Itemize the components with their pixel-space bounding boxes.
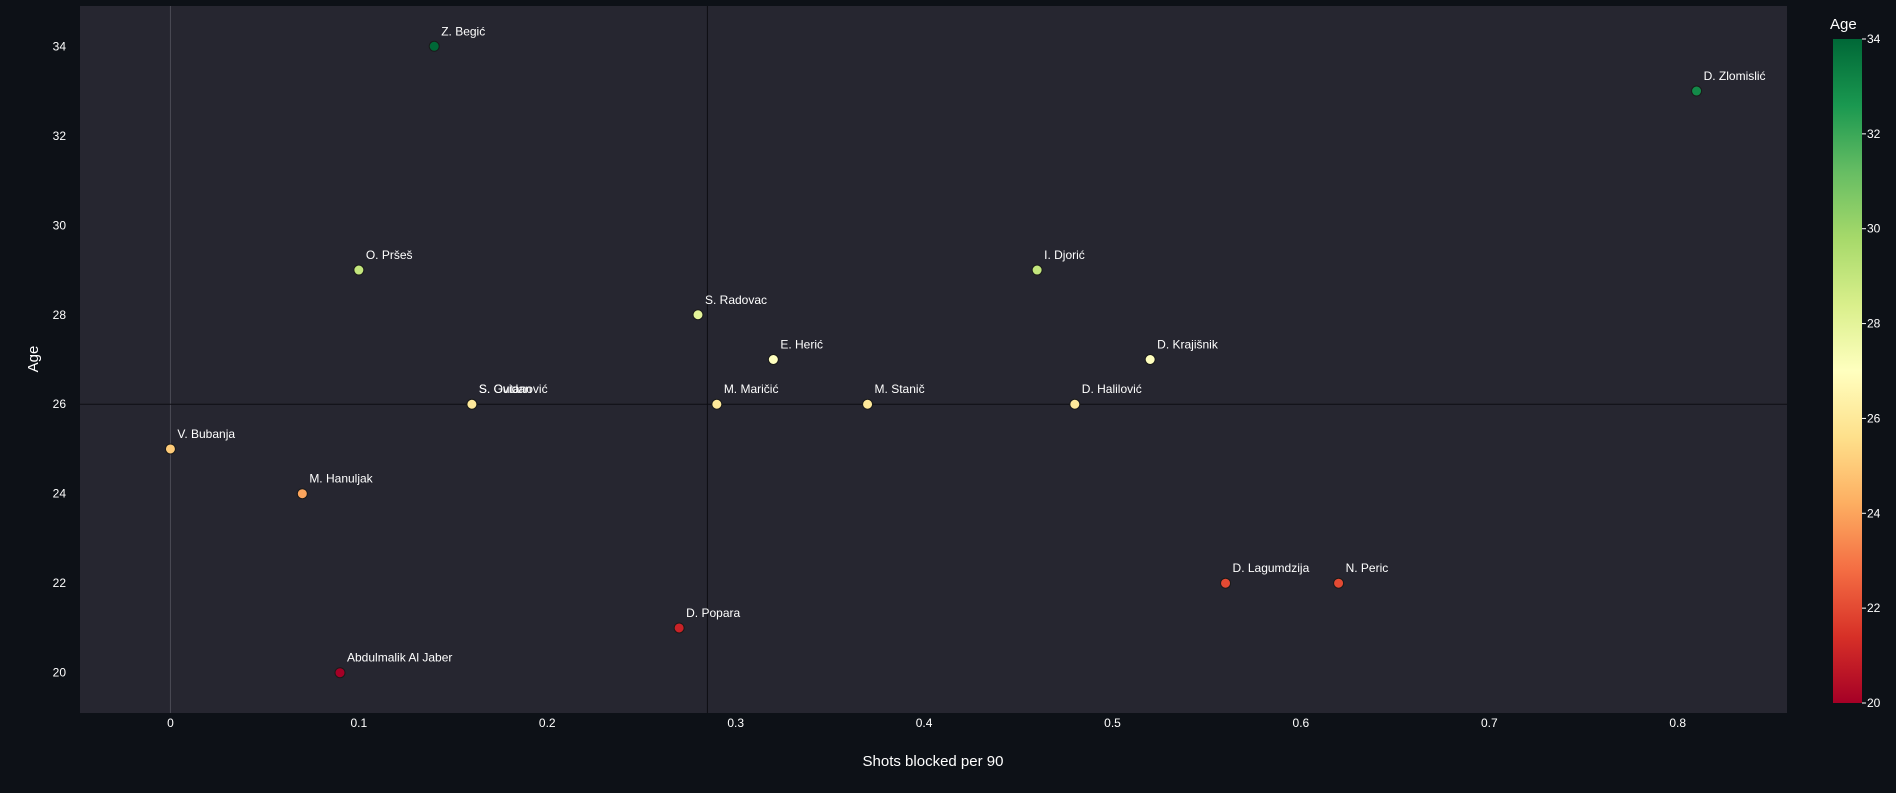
point-label: I. Djorić (1044, 248, 1085, 262)
data-point[interactable] (862, 398, 874, 410)
data-point[interactable] (164, 443, 176, 455)
point-label: S. Gutanović (479, 382, 548, 396)
colorbar-tick-label: 32 (1867, 127, 1881, 141)
point-label: D. Lagumdzija (1233, 561, 1310, 575)
point-label: V. Bubanja (177, 427, 235, 441)
point-labels: Z. Begić D. Zlomislić O. Pršeš I. Djorić S. … (177, 24, 1765, 664)
y-tick-label: 28 (53, 308, 67, 322)
data-point[interactable] (1069, 398, 1081, 410)
plot-area (80, 6, 1787, 713)
colorbar: Age 20 22 24 26 28 30 32 34 (1830, 16, 1881, 710)
point-label: D. Zlomislić (1704, 69, 1766, 83)
data-point[interactable] (1144, 354, 1156, 365)
y-axis-ticks: 20 22 24 26 28 30 32 34 (53, 39, 67, 679)
data-point[interactable] (673, 622, 685, 634)
x-tick-label: 0.1 (351, 716, 368, 730)
x-tick-label: 0.5 (1104, 716, 1121, 730)
colorbar-ticks: 20 22 24 26 28 30 32 34 (1862, 32, 1881, 710)
x-tick-label: 0.8 (1669, 716, 1686, 730)
y-tick-label: 24 (53, 487, 67, 501)
y-axis-title: Age (25, 346, 42, 373)
data-point[interactable] (296, 488, 308, 500)
data-point[interactable] (692, 309, 704, 321)
data-point[interactable] (1333, 577, 1345, 589)
point-label: D. Krajišnik (1157, 338, 1219, 352)
colorbar-tick-label: 24 (1867, 506, 1881, 520)
x-tick-label: 0.3 (727, 716, 744, 730)
point-label: O. Pršeš (366, 248, 413, 262)
point-label: N. Peric (1346, 561, 1389, 575)
point-label: E. Herić (780, 338, 823, 352)
y-tick-label: 26 (53, 397, 67, 411)
colorbar-tick-label: 30 (1867, 222, 1881, 236)
x-tick-label: 0.6 (1293, 716, 1310, 730)
colorbar-tick-label: 34 (1867, 32, 1881, 46)
reference-lines (80, 6, 1787, 713)
colorbar-tick-label: 22 (1867, 601, 1881, 615)
point-label: Abdulmalik Al Jaber (347, 651, 452, 665)
colorbar-tick-label: 28 (1867, 317, 1881, 331)
data-point[interactable] (428, 40, 440, 52)
y-tick-label: 22 (53, 576, 67, 590)
data-point[interactable] (1031, 264, 1043, 276)
point-label: S. Ovidan (479, 382, 532, 396)
data-point[interactable] (353, 264, 365, 276)
y-tick-label: 34 (53, 39, 67, 53)
data-point[interactable] (334, 667, 346, 679)
data-points (164, 40, 1703, 679)
data-point[interactable] (767, 354, 779, 365)
y-tick-label: 20 (53, 666, 67, 680)
data-point[interactable] (466, 398, 478, 410)
colorbar-tick-label: 26 (1867, 411, 1881, 425)
point-label: D. Popara (686, 606, 740, 620)
x-axis-title: Shots blocked per 90 (863, 753, 1004, 770)
point-label: M. Stanič (875, 382, 925, 396)
y-tick-label: 32 (53, 129, 67, 143)
x-tick-label: 0.2 (539, 716, 556, 730)
data-point[interactable] (1220, 577, 1232, 589)
point-label: D. Halilović (1082, 382, 1142, 396)
y-tick-label: 30 (53, 218, 67, 232)
point-label: M. Maričić (724, 382, 779, 396)
data-point[interactable] (711, 398, 723, 410)
point-label: Z. Begić (441, 24, 485, 38)
x-tick-label: 0.7 (1481, 716, 1498, 730)
colorbar-title: Age (1830, 16, 1857, 33)
point-label: M. Hanuljak (309, 472, 373, 486)
point-label: S. Radovac (705, 293, 767, 307)
x-tick-label: 0.4 (916, 716, 933, 730)
x-tick-label: 0 (167, 716, 174, 730)
colorbar-tick-label: 20 (1867, 696, 1881, 710)
x-axis-ticks: 0 0.1 0.2 0.3 0.4 0.5 0.6 0.7 0.8 (167, 716, 1686, 730)
data-point[interactable] (1691, 85, 1703, 97)
colorbar-gradient (1833, 39, 1862, 703)
